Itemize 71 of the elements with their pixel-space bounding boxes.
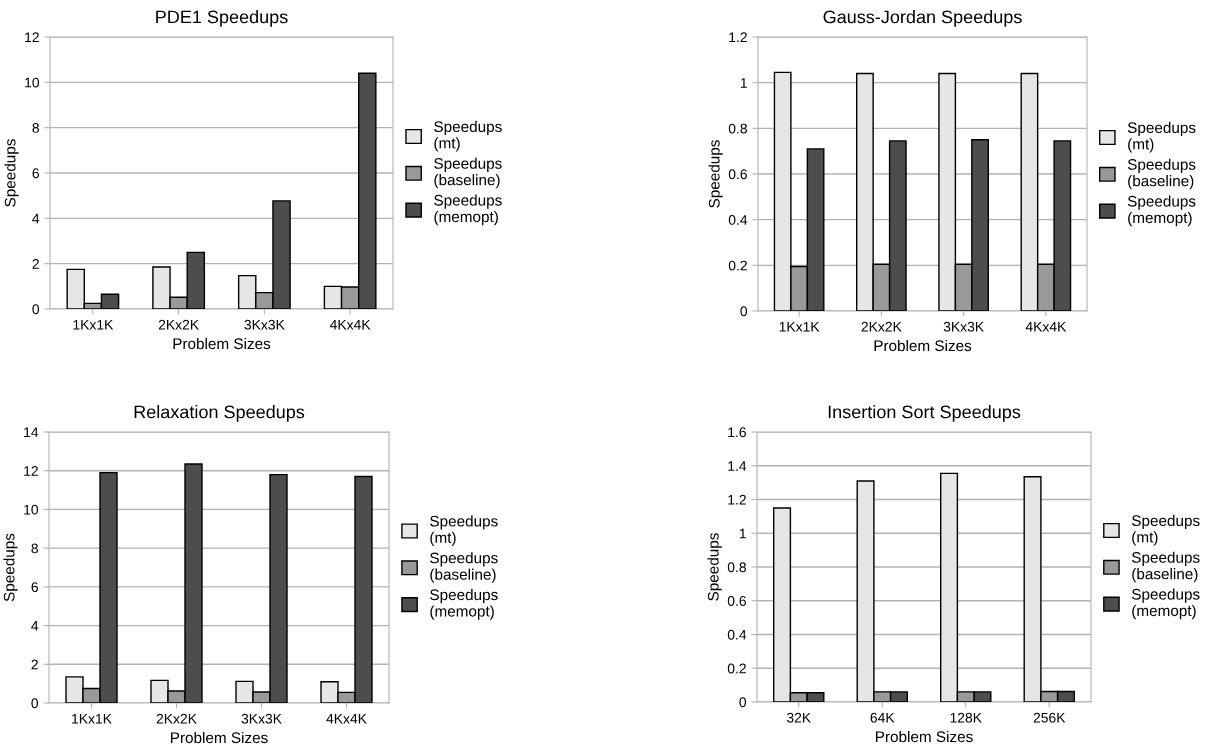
x-axis-title: Problem Sizes <box>876 730 973 743</box>
y-axis-title: Speedups <box>707 533 722 601</box>
x-tick-label: 2Kx2K <box>156 713 197 724</box>
y-axis-title: Speedups <box>4 139 19 207</box>
x-tick-label: 32K <box>786 712 811 723</box>
x-axis-title: Problem Sizes <box>171 731 268 744</box>
x-tick-label: 128K <box>950 712 982 723</box>
x-tick-label: 2Kx2K <box>158 319 199 330</box>
chart-title: PDE1 Speedups <box>156 10 288 27</box>
legend-label: Speedups (baseline) <box>430 552 498 583</box>
y-tick-label: 0.4 <box>727 629 747 640</box>
y-axis-title: Speedups <box>3 533 18 602</box>
chart-title: Gauss-Jordan Speedups <box>823 10 1022 27</box>
y-tick-label: 14 <box>24 427 39 438</box>
x-tick-label: 256K <box>1033 712 1066 723</box>
y-tick-label: 2 <box>32 259 39 269</box>
x-axis-title: Problem Sizes <box>874 339 972 352</box>
y-tick-label: 6 <box>31 582 38 593</box>
x-tick-label: 4Kx4K <box>326 713 367 724</box>
y-tick-label: 0.6 <box>727 596 746 606</box>
x-tick-label: 4Kx4K <box>1025 321 1067 332</box>
x-tick-label: 1Kx1K <box>72 713 112 724</box>
legend-label: Speedups (memopt) <box>430 588 498 620</box>
legend-label: Speedups (memopt) <box>434 194 502 226</box>
y-tick-label: 1.2 <box>729 32 747 43</box>
legend-label: Speedups (memopt) <box>1131 588 1200 620</box>
y-tick-label: 10 <box>25 77 40 88</box>
y-tick-label: 0.4 <box>728 215 748 225</box>
x-tick-label: 1Kx1K <box>73 319 114 330</box>
legend-label: Speedups (mt) <box>430 515 498 547</box>
x-axis-title: Problem Sizes <box>173 337 271 350</box>
x-tick-label: 64K <box>870 712 895 723</box>
legend-label: Speedups (mt) <box>1127 121 1196 153</box>
legend-label: Speedups (mt) <box>1131 514 1200 546</box>
y-tick-label: 4 <box>32 213 40 224</box>
y-tick-label: 0.2 <box>727 663 746 674</box>
legend-label: Speedups (memopt) <box>1127 195 1196 227</box>
chart-title: Relaxation Speedups <box>134 405 305 422</box>
y-tick-label: 12 <box>25 32 39 43</box>
y-tick-label: 6 <box>32 168 39 179</box>
legend-label: Speedups (baseline) <box>434 157 502 189</box>
x-tick-label: 3Kx3K <box>241 713 282 724</box>
y-tick-label: 0.8 <box>727 562 746 573</box>
y-tick-label: 1 <box>739 528 746 539</box>
y-tick-label: 0.6 <box>728 169 747 180</box>
x-tick-label: 2Kx2K <box>861 321 902 332</box>
x-tick-label: 1Kx1K <box>779 321 820 332</box>
y-tick-label: 0 <box>740 306 748 317</box>
y-tick-label: 1.2 <box>728 494 746 505</box>
legend-label: Speedups (baseline) <box>1131 551 1200 583</box>
y-tick-label: 0.2 <box>728 260 747 271</box>
y-tick-label: 8 <box>31 543 38 554</box>
y-tick-label: 1.4 <box>728 461 747 471</box>
y-tick-label: 0.8 <box>728 123 747 134</box>
x-tick-label: 4Kx4K <box>329 319 371 330</box>
y-tick-label: 0 <box>739 697 747 708</box>
y-tick-label: 0 <box>32 304 40 315</box>
x-tick-label: 3Kx3K <box>943 321 984 332</box>
y-tick-label: 1.6 <box>728 427 746 438</box>
y-tick-label: 0 <box>31 698 39 709</box>
legend-label: Speedups (baseline) <box>1127 158 1196 190</box>
chart-title: Insertion Sort Speedups <box>828 405 1021 422</box>
legend-label: Speedups (mt) <box>434 120 502 152</box>
y-axis-title: Speedups <box>708 140 723 208</box>
y-tick-label: 12 <box>24 466 38 476</box>
y-tick-label: 4 <box>31 621 39 631</box>
y-tick-label: 10 <box>24 504 39 515</box>
y-tick-label: 8 <box>32 123 39 133</box>
x-tick-label: 3Kx3K <box>244 319 285 330</box>
y-tick-label: 1 <box>740 78 747 88</box>
y-tick-label: 2 <box>31 659 38 670</box>
